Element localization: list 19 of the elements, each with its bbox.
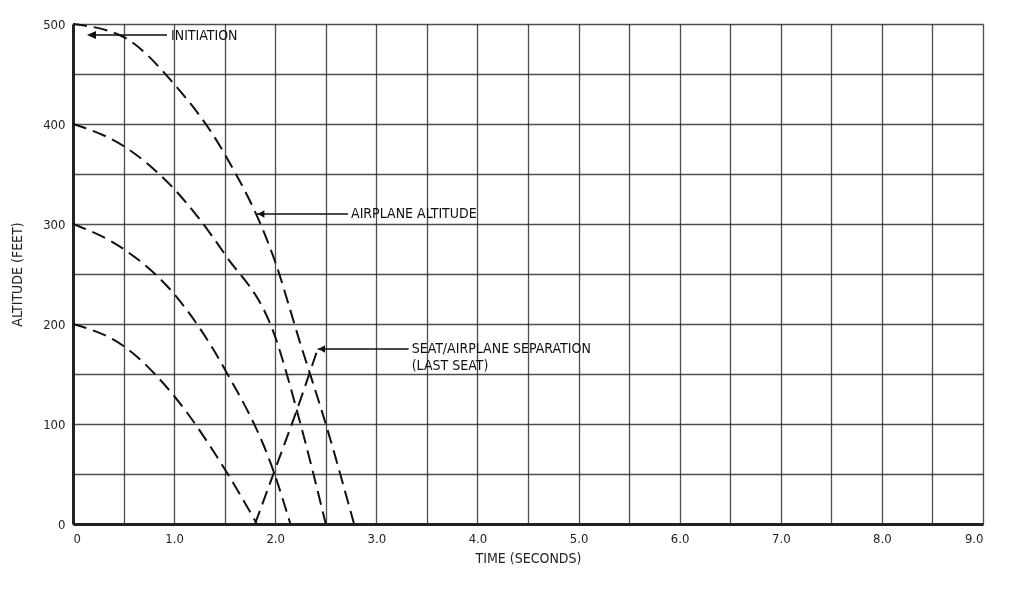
x-tick-label: 4.0 <box>468 530 488 546</box>
x-tick-label: 0 <box>73 530 81 546</box>
x-tick-label: 5.0 <box>569 530 589 546</box>
x-tick-label: 1.0 <box>165 530 184 546</box>
y-tick-label: 200 <box>43 316 66 332</box>
x-tick-label: 9.0 <box>964 530 984 546</box>
x-axis-title: TIME (SECONDS) <box>474 549 582 566</box>
line-series <box>72 123 327 525</box>
y-tick-label: 500 <box>43 16 66 32</box>
y-tick-label: 0 <box>58 516 66 532</box>
x-tick-label: 7.0 <box>771 530 791 546</box>
x-tick-label: 2.0 <box>266 530 286 546</box>
y-tick-label: 300 <box>43 216 66 232</box>
y-tick-label: 100 <box>43 416 66 432</box>
y-axis-title: ALTITUDE (FEET) <box>9 222 26 327</box>
y-tick-label: 400 <box>43 116 66 132</box>
x-tick-label: 3.0 <box>367 530 387 546</box>
x-tick-label: 6.0 <box>670 530 690 546</box>
x-tick-label: 8.0 <box>873 530 892 546</box>
